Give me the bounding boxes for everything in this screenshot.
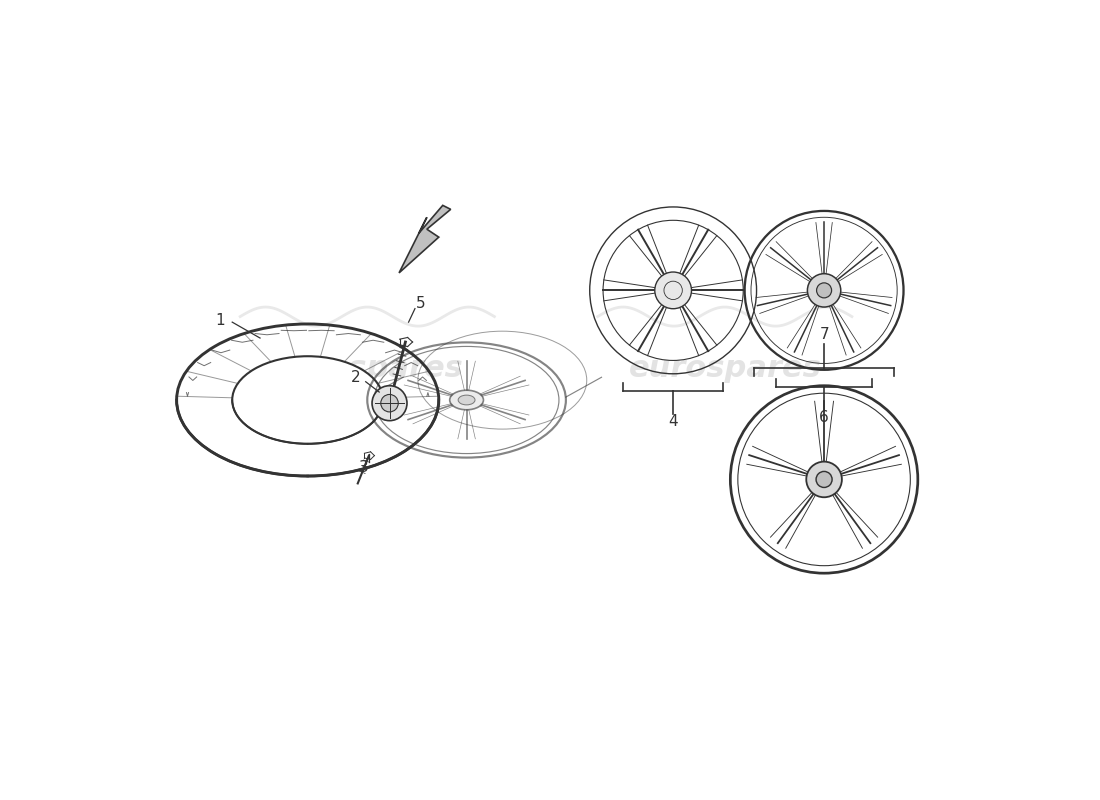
Circle shape <box>807 274 840 307</box>
Text: 3: 3 <box>359 460 369 475</box>
Text: 2: 2 <box>351 370 360 386</box>
Circle shape <box>806 462 842 498</box>
Circle shape <box>654 272 692 309</box>
Ellipse shape <box>450 390 484 410</box>
Ellipse shape <box>458 395 475 405</box>
Text: 7: 7 <box>820 327 829 342</box>
Text: 6: 6 <box>820 410 829 425</box>
Circle shape <box>816 471 832 487</box>
Circle shape <box>381 394 398 412</box>
Text: 4: 4 <box>669 414 678 429</box>
Ellipse shape <box>232 356 383 444</box>
Text: 5: 5 <box>416 295 426 310</box>
Text: eurospares: eurospares <box>628 354 822 382</box>
Circle shape <box>816 283 832 298</box>
Polygon shape <box>399 206 451 273</box>
Text: eurospares: eurospares <box>271 354 464 382</box>
Text: 1: 1 <box>216 313 225 328</box>
Circle shape <box>372 386 407 421</box>
